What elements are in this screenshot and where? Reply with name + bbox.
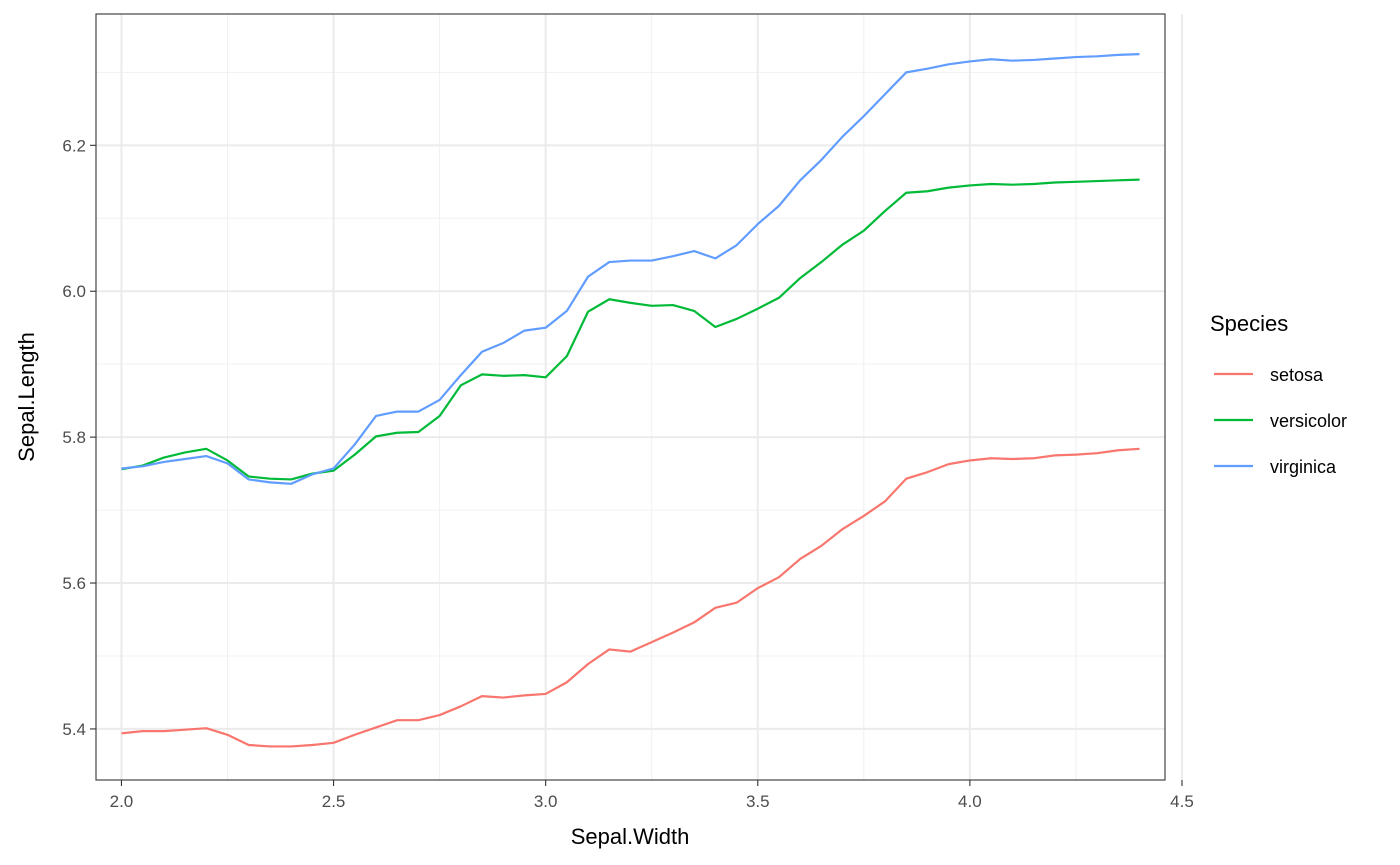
y-axis-title: Sepal.Length <box>14 332 39 462</box>
y-tick-label: 5.4 <box>62 720 86 739</box>
legend-label-virginica: virginica <box>1270 457 1337 477</box>
legend: Species setosa versicolor virginica <box>1210 311 1347 477</box>
x-axis-title: Sepal.Width <box>571 824 690 849</box>
legend-title: Species <box>1210 311 1288 336</box>
y-axis: 5.4 5.6 5.8 6.0 6.2 <box>62 136 96 739</box>
legend-label-versicolor: versicolor <box>1270 411 1347 431</box>
y-tick-label: 5.6 <box>62 574 86 593</box>
minor-gridlines <box>96 14 1165 780</box>
series-line-versicolor <box>121 178 1140 481</box>
x-axis: 2.0 2.5 3.0 3.5 4.0 4.5 <box>110 780 1194 811</box>
y-tick-label: 6.2 <box>62 136 86 155</box>
y-tick-label: 5.8 <box>62 428 86 447</box>
x-tick-label: 3.0 <box>534 792 558 811</box>
y-tick-label: 6.0 <box>62 282 86 301</box>
series-lines <box>121 53 1140 748</box>
plot-border <box>95 13 1166 781</box>
legend-label-setosa: setosa <box>1270 365 1324 385</box>
major-gridlines <box>96 14 1183 780</box>
x-tick-label: 2.0 <box>110 792 134 811</box>
series-line-setosa <box>121 447 1140 748</box>
plot-panel <box>96 14 1165 780</box>
series-line-virginica <box>121 53 1140 485</box>
x-tick-label: 3.5 <box>746 792 770 811</box>
x-tick-label: 4.5 <box>1170 792 1194 811</box>
x-tick-label: 2.5 <box>322 792 346 811</box>
x-tick-label: 4.0 <box>958 792 982 811</box>
